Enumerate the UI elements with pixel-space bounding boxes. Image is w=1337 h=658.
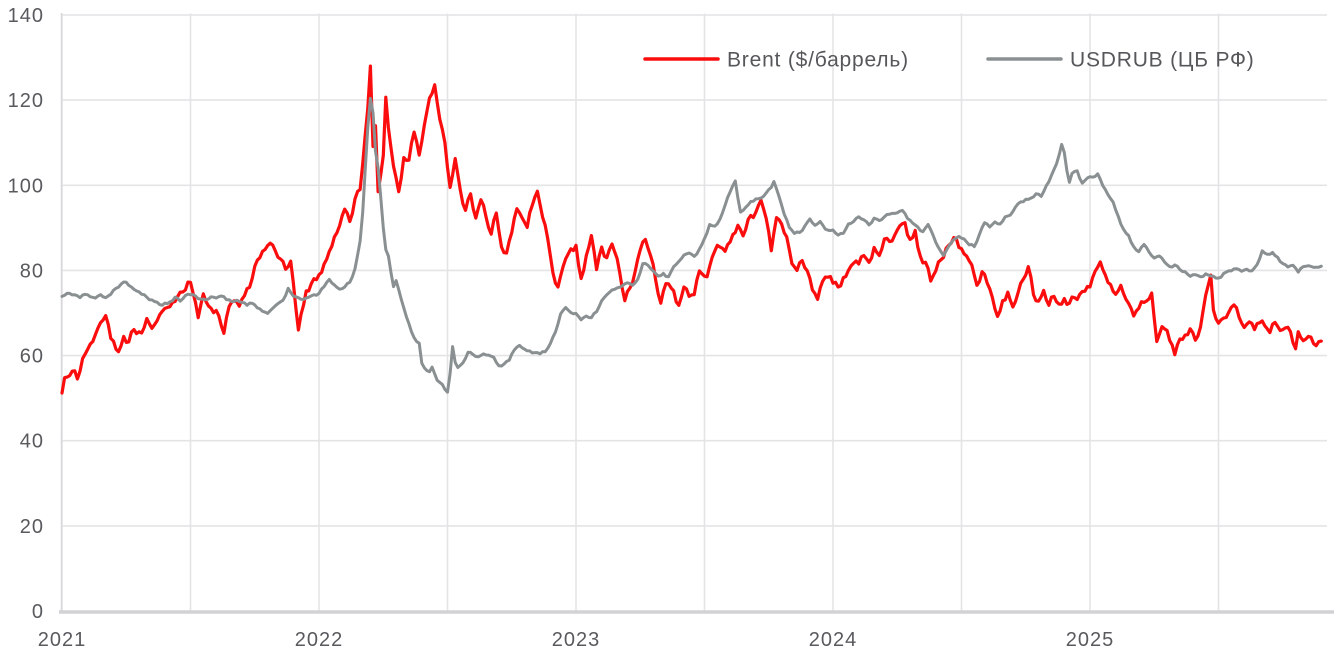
x-axis-tick-label: 2022 (295, 629, 344, 651)
y-axis-tick-label: 100 (8, 175, 44, 197)
y-axis-tick-label: 0 (32, 601, 44, 623)
y-axis-tick-label: 40 (20, 431, 44, 453)
y-axis-tick-label: 140 (8, 5, 44, 27)
gridlines (61, 13, 1327, 612)
x-axis-tick-label: 2023 (552, 629, 601, 651)
axis-lines (59, 13, 1334, 614)
legend: Brent ($/баррель) USDRUB (ЦБ РФ) (643, 49, 1255, 72)
y-axis-labels: 0 20 40 60 80 100 120 140 (8, 5, 44, 623)
x-axis-labels: 2021 2022 2023 2024 2025 (38, 629, 1115, 651)
series-line-usdrub (60, 96, 1323, 394)
y-axis-tick-label: 80 (20, 260, 44, 282)
y-axis-tick-label: 120 (8, 90, 44, 112)
series-line-brent (60, 64, 1323, 395)
x-axis-tick-label: 2024 (809, 629, 858, 651)
y-axis-tick-label: 60 (20, 346, 44, 368)
y-axis-tick-label: 20 (20, 516, 44, 538)
legend-label-brent: Brent ($/баррель) (727, 49, 909, 72)
series-lines (60, 64, 1323, 395)
legend-label-usdrub: USDRUB (ЦБ РФ) (1070, 49, 1255, 72)
x-axis-tick-label: 2025 (1066, 629, 1115, 651)
x-axis-tick-label: 2021 (38, 629, 87, 651)
